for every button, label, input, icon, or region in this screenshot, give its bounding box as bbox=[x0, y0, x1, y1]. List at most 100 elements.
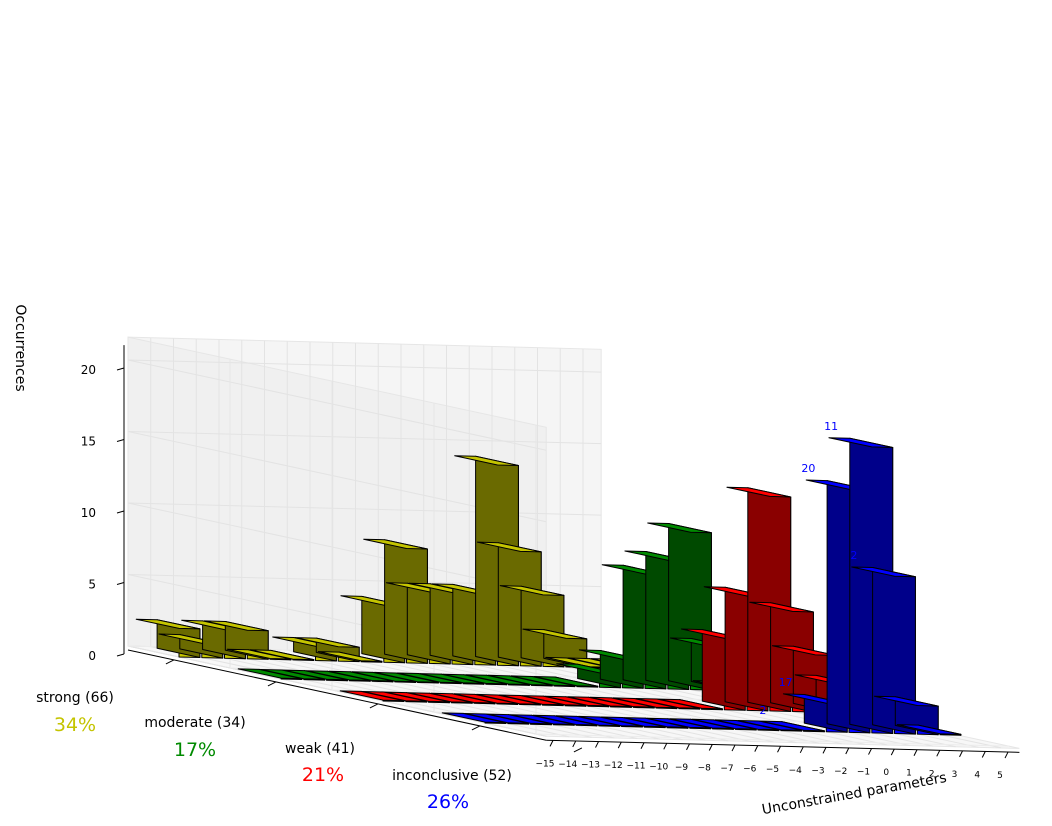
x-tick-label: 1 bbox=[906, 769, 912, 779]
data-label: 2 bbox=[759, 704, 766, 717]
x-tick bbox=[890, 748, 895, 756]
x-tick bbox=[640, 742, 645, 749]
x-tick bbox=[708, 744, 713, 751]
bar-top bbox=[873, 695, 939, 707]
y-tick bbox=[267, 681, 277, 687]
x-tick bbox=[959, 750, 963, 758]
bar-inconclusive--11 bbox=[532, 714, 598, 727]
x-axis-label: Unconstrained parameters bbox=[761, 770, 948, 818]
z-tick-label: 15 bbox=[81, 435, 96, 449]
z-tick bbox=[116, 510, 125, 514]
bar-top bbox=[760, 720, 825, 732]
grid-line bbox=[127, 431, 602, 445]
bar-top bbox=[476, 541, 542, 553]
chart-bars bbox=[135, 437, 962, 736]
bar-top bbox=[658, 698, 723, 710]
bar-moderate--14 bbox=[260, 669, 326, 681]
x-tick-label: −1 bbox=[857, 768, 870, 778]
bar-strong--7 bbox=[317, 651, 383, 663]
grid-line bbox=[127, 359, 602, 373]
x-tick-label: −8 bbox=[698, 763, 712, 773]
bar-moderate--11 bbox=[328, 670, 394, 683]
bar-moderate--12 bbox=[305, 670, 371, 682]
x-tick bbox=[913, 749, 918, 756]
bar-top bbox=[294, 637, 360, 648]
z-tick-label: 5 bbox=[88, 578, 96, 592]
bar-top bbox=[533, 676, 599, 687]
z-tick-label: 20 bbox=[81, 363, 96, 377]
x-tick bbox=[572, 740, 577, 748]
x-tick bbox=[617, 741, 622, 749]
x-tick-label: −9 bbox=[675, 763, 689, 773]
x-tick-label: 2 bbox=[929, 769, 935, 779]
bar-moderate--9 bbox=[374, 671, 439, 684]
x-tick bbox=[663, 743, 668, 750]
x-tick-label: −13 bbox=[581, 761, 600, 771]
bar-top bbox=[522, 628, 588, 640]
data-label: 20 bbox=[801, 462, 815, 475]
x-tick bbox=[868, 748, 872, 755]
x-tick-label: −10 bbox=[649, 762, 668, 772]
x-tick-label: 5 bbox=[997, 771, 1003, 781]
category-label-moderate: moderate (34) bbox=[144, 715, 245, 731]
z-tick bbox=[116, 582, 125, 585]
bar-moderate--15 bbox=[237, 668, 303, 680]
x-tick bbox=[777, 746, 781, 753]
bar-inconclusive--5 bbox=[669, 718, 734, 730]
bar-top bbox=[828, 437, 894, 448]
x-tick-label: 4 bbox=[974, 770, 980, 780]
bar-top bbox=[317, 651, 383, 662]
bar-top bbox=[249, 649, 315, 661]
z-tick-label: 10 bbox=[81, 506, 96, 520]
bar-top bbox=[454, 455, 519, 466]
bar-weak--10 bbox=[453, 693, 519, 705]
data-label: 17 bbox=[779, 676, 793, 689]
bar-inconclusive--2 bbox=[737, 720, 803, 732]
x-tick bbox=[595, 741, 599, 748]
x-tick-label: −6 bbox=[743, 765, 757, 775]
x-tick-label: −12 bbox=[604, 761, 623, 771]
x-tick bbox=[936, 750, 941, 757]
z-axis-label: Occurrences bbox=[12, 304, 28, 391]
x-tick-label: −14 bbox=[558, 760, 577, 770]
grid-line bbox=[127, 502, 602, 516]
bar-top bbox=[203, 620, 269, 632]
category-label-strong: strong (66) bbox=[36, 690, 114, 706]
bar-weak--1 bbox=[658, 698, 723, 711]
x-axis-line bbox=[546, 739, 1020, 753]
x-tick bbox=[731, 744, 736, 752]
y-tick bbox=[165, 659, 175, 665]
data-label: 11 bbox=[824, 420, 838, 433]
bar-moderate--2 bbox=[533, 676, 599, 688]
bar-top bbox=[851, 566, 916, 578]
bar-moderate--4 bbox=[487, 674, 553, 687]
chart-labels: 2 17 20 11 2 strong (66) 34% moderate (34) 17% we… bbox=[36, 420, 857, 813]
bar-inconclusive--1 bbox=[760, 720, 825, 733]
bar-inconclusive--10 bbox=[555, 715, 621, 727]
y-tick bbox=[573, 747, 583, 753]
bar-inconclusive--12 bbox=[509, 714, 575, 726]
x-tick bbox=[754, 745, 759, 752]
z-tick bbox=[116, 439, 125, 442]
x-tick-label: −4 bbox=[789, 766, 803, 776]
grid-line bbox=[127, 645, 547, 737]
x-tick-label: −7 bbox=[720, 764, 733, 774]
z-tick bbox=[116, 653, 125, 657]
bar-top bbox=[499, 585, 565, 596]
x-tick bbox=[799, 746, 804, 754]
bar-inconclusive--7 bbox=[623, 717, 689, 729]
x-tick-label: 0 bbox=[883, 768, 889, 778]
bar-top bbox=[896, 724, 962, 735]
bar-strong--10 bbox=[249, 649, 315, 661]
bar-top bbox=[749, 601, 814, 613]
x-tick-label: −2 bbox=[834, 767, 847, 777]
x-tick bbox=[822, 747, 827, 754]
category-percent-strong: 34% bbox=[54, 714, 96, 736]
y-axis-line bbox=[127, 649, 547, 741]
x-tick bbox=[686, 743, 690, 751]
category-label-weak: weak (41) bbox=[285, 741, 355, 757]
grid-line bbox=[127, 359, 547, 451]
z-tick bbox=[116, 367, 125, 371]
x-tick bbox=[981, 751, 986, 758]
